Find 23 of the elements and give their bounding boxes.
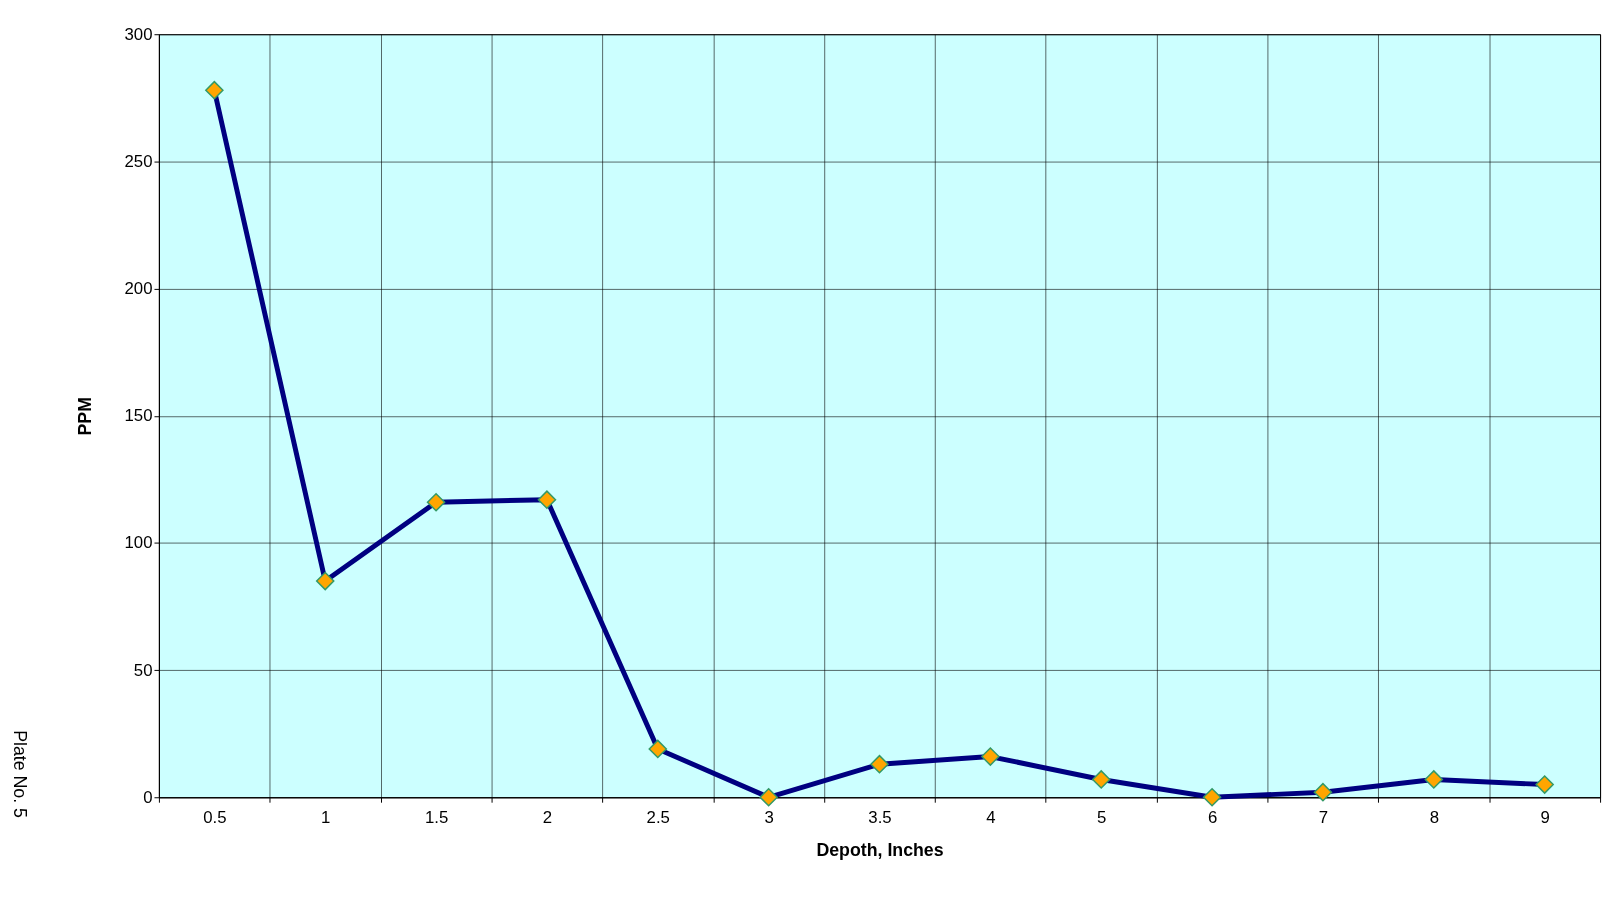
- y-tick-label: 250: [124, 151, 153, 171]
- x-tick-label: 2.5: [646, 808, 670, 828]
- x-tick-label: 6: [1207, 808, 1218, 828]
- y-tick-label: 150: [124, 406, 153, 426]
- x-tick-label: 9: [1540, 808, 1550, 828]
- y-tick-label: 0: [143, 787, 153, 807]
- x-tick-label: 3.5: [868, 808, 892, 828]
- x-tick-label: 5: [1097, 808, 1107, 828]
- y-tick-label: 50: [133, 660, 153, 680]
- x-tick-label: 4: [986, 808, 996, 828]
- x-tick-label: 1.5: [424, 808, 449, 828]
- x-tick-label: 1: [321, 808, 331, 828]
- x-tick-label: 0.5: [203, 808, 227, 828]
- x-tick-label: 7: [1318, 808, 1329, 828]
- x-tick-label: 2: [542, 808, 553, 828]
- y-tick-label: 300: [124, 24, 153, 44]
- y-tick-label: 200: [124, 279, 153, 299]
- text: Plate No. 5: [9, 730, 30, 819]
- y-tick-label: 100: [124, 533, 153, 553]
- y-axis-title: PPM: [74, 397, 95, 436]
- x-tick-label: 8: [1429, 808, 1439, 828]
- x-tick-label: 3: [764, 808, 774, 828]
- x-axis-title: Depoth, Inches: [816, 840, 944, 860]
